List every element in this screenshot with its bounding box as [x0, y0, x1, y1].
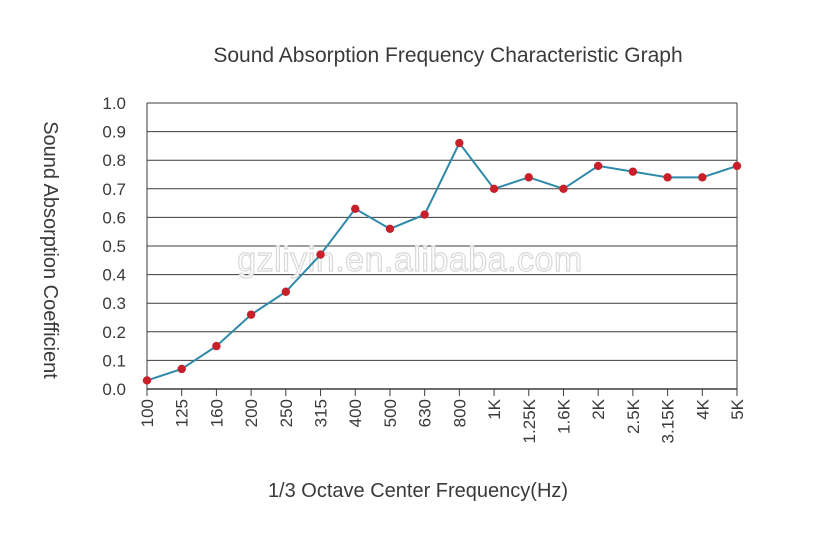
x-tick-label: 315 [312, 399, 331, 427]
x-tick-label: 250 [277, 399, 296, 427]
data-point [455, 138, 464, 148]
x-tick-label: 1.6K [554, 398, 573, 434]
y-tick-label: 0.7 [102, 180, 126, 199]
x-tick-label: 500 [381, 399, 400, 427]
grid [146, 102, 738, 390]
x-tick-label: 4K [693, 398, 712, 419]
data-point [698, 173, 707, 182]
data-points [142, 138, 742, 385]
x-tick-label: 400 [346, 399, 365, 427]
data-point [489, 184, 499, 193]
chart-title: Sound Absorption Frequency Characteristi… [213, 44, 682, 67]
y-tick-label: 0.8 [102, 151, 126, 170]
x-tick-label: 2.5K [624, 398, 643, 434]
y-tick-label: 1.0 [102, 94, 126, 113]
data-point [628, 167, 638, 176]
data-point [212, 341, 221, 351]
data-point [420, 210, 429, 219]
y-tick-label: 0.2 [102, 323, 126, 342]
x-tick-label: 2K [589, 398, 608, 419]
data-point [732, 161, 742, 171]
y-tick-label: 0.0 [102, 380, 126, 399]
x-axis-label: 1/3 Octave Center Frequency(Hz) [268, 480, 568, 502]
series-line [146, 141, 738, 382]
data-point [316, 250, 325, 259]
x-tick-label: 200 [242, 399, 261, 427]
y-tick-label: 0.6 [102, 208, 126, 227]
y-tick-label: 0.3 [102, 294, 126, 313]
y-axis-label: Sound Absorption Coefficient [39, 121, 61, 379]
x-tick-label: 3.15K [659, 398, 678, 443]
data-point [281, 287, 291, 296]
y-tick-label: 0.1 [102, 351, 126, 370]
y-tick-label: 0.5 [102, 237, 126, 256]
x-tick-label: 800 [450, 399, 469, 427]
data-point [142, 376, 152, 385]
data-point [559, 184, 568, 193]
y-tick-labels: 0.0 0.1 0.2 0.3 0.4 0.5 0.6 0.7 0.8 0.9 1.0 [102, 94, 126, 399]
x-tick-label: 125 [173, 399, 192, 427]
data-point [663, 173, 672, 182]
data-point [351, 204, 360, 214]
watermark: gzliyin.en.alibaba.com [237, 241, 583, 279]
x-tick-label: 630 [416, 399, 435, 427]
data-point [385, 224, 395, 234]
data-point [177, 364, 186, 374]
x-tick-labels: 100 125 160 200 250 315 400 500 630 800 1K 1.25K 1.6… [138, 389, 747, 443]
y-tick-label: 0.9 [102, 123, 126, 142]
x-tick-label: 5K [728, 398, 747, 419]
data-point [593, 161, 603, 171]
x-tick-label: 160 [207, 399, 226, 427]
x-tick-label: 1.25K [520, 398, 539, 443]
data-point [524, 173, 533, 182]
data-point [246, 310, 256, 319]
x-tick-label: 1K [485, 398, 504, 419]
y-tick-label: 0.4 [102, 266, 126, 285]
x-tick-label: 100 [138, 399, 157, 427]
